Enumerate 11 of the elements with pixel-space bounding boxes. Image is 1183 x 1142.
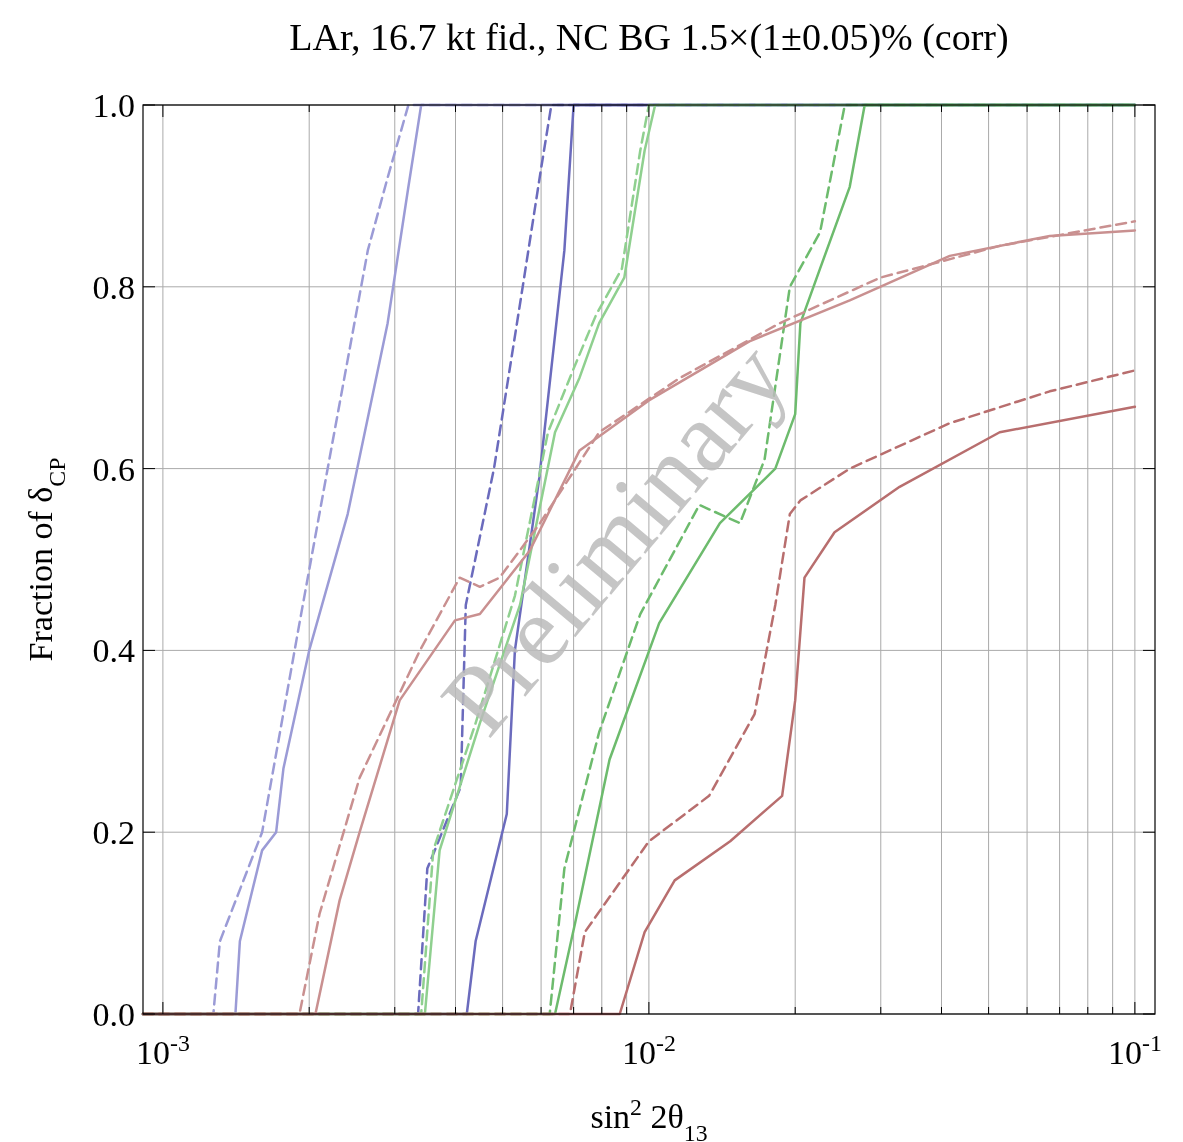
y-tick-label: 0.4 (92, 632, 135, 670)
y-tick-label: 0.0 (92, 996, 135, 1033)
y-tick-label: 0.2 (92, 814, 135, 852)
y-tick-label: 0.6 (92, 450, 135, 488)
x-axis-title: sin$^{2}$ 2θ$_{13}$ (590, 1094, 708, 1142)
x-tick-label: 10$^{-3}$ (135, 1030, 190, 1071)
y-tick-label: 0.8 (92, 268, 135, 306)
chart-title: LAr, 16.7 kt fid., NC BG 1.5×(1±0.05)% (corr) (289, 16, 1009, 59)
y-tick-label: 1.0 (92, 87, 135, 124)
x-tick-label: 10$^{-2}$ (621, 1030, 676, 1071)
x-tick-label: 10$^{-1}$ (1107, 1030, 1162, 1071)
